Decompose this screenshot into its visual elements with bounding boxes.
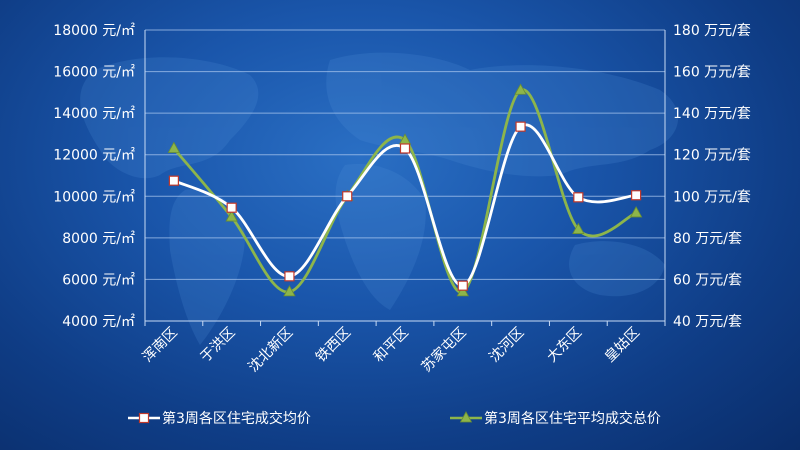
legend-marker (459, 411, 473, 423)
right-tick-label: 80 万元/套 (673, 231, 742, 247)
right-tick-label: 140 万元/套 (673, 106, 751, 122)
category-label: 皇姑区 (602, 325, 643, 366)
left-tick-label: 16000 元/㎡ (53, 65, 135, 81)
data-point (226, 202, 237, 213)
data-point (572, 222, 585, 234)
series-layer (167, 83, 643, 297)
right-y-axis: 40 万元/套 60 万元/套 80 万元/套 100 万元/套 120 万元/套 140… (664, 23, 751, 330)
category-label: 大东区 (544, 325, 585, 366)
data-point (629, 206, 643, 218)
data-point (515, 121, 526, 132)
left-y-axis: 4000 元/㎡ 6000 元/㎡ 8000 元/㎡ 10000 元/㎡ 12000 元… (53, 23, 146, 330)
data-point (631, 190, 642, 201)
data-point (457, 280, 468, 291)
right-tick-label: 120 万元/套 (673, 148, 751, 164)
data-point (283, 285, 296, 297)
left-tick-label: 12000 元/㎡ (53, 148, 135, 164)
category-label: 铁西区 (313, 325, 354, 366)
category-label: 苏家屯区 (418, 324, 470, 376)
data-point (167, 141, 181, 153)
data-point (284, 271, 295, 282)
data-point (456, 285, 469, 297)
right-tick-label: 180 万元/套 (673, 23, 751, 39)
right-tick-label: 160 万元/套 (673, 65, 751, 81)
category-label: 沈北新区 (245, 325, 296, 376)
left-tick-label: 4000 元/㎡ (62, 314, 135, 330)
category-label: 浑南区 (140, 325, 181, 366)
data-point (342, 191, 353, 202)
legend-item: 第3周各区住宅平均成交总价 (450, 410, 661, 427)
legend-item: 第3周各区住宅成交均价 (128, 410, 311, 427)
legend-label: 第3周各区住宅平均成交总价 (484, 410, 661, 427)
data-point (168, 175, 179, 186)
x-axis: 浑南区 于洪区 沈北新区 铁西区 和平区 苏家屯区 沈河区 大东区 皇姑区 (140, 320, 666, 376)
series-line (173, 123, 637, 288)
category-label: 沈河区 (486, 325, 527, 366)
data-point (514, 83, 527, 95)
left-tick-label: 18000 元/㎡ (53, 23, 135, 39)
legend: 第3周各区住宅成交均价 第3周各区住宅平均成交总价 (128, 410, 661, 427)
category-label: 和平区 (371, 325, 412, 366)
right-tick-label: 100 万元/套 (673, 189, 751, 205)
grid-lines (145, 29, 665, 322)
left-tick-label: 14000 元/㎡ (53, 106, 135, 122)
legend-label: 第3周各区住宅成交均价 (162, 410, 311, 427)
data-point (399, 143, 411, 154)
left-tick-label: 8000 元/㎡ (62, 231, 135, 247)
legend-marker (138, 412, 150, 424)
data-point (225, 210, 238, 222)
right-tick-label: 40 万元/套 (673, 314, 742, 330)
right-tick-label: 60 万元/套 (673, 272, 742, 288)
left-tick-label: 10000 元/㎡ (53, 189, 135, 205)
data-point (573, 192, 584, 203)
world-map-backdrop (80, 52, 679, 345)
series-1 (168, 121, 642, 291)
left-tick-label: 6000 元/㎡ (62, 272, 135, 288)
